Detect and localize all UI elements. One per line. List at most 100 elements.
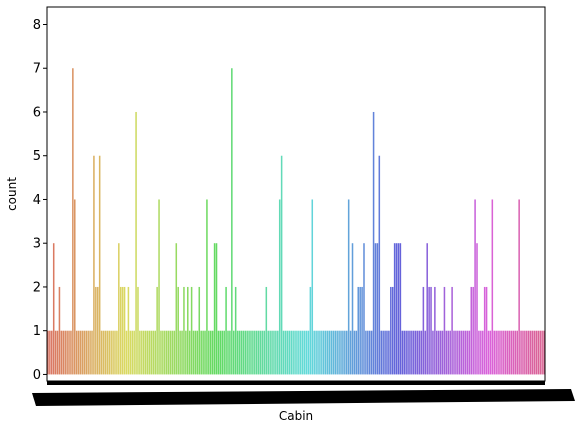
bar — [537, 330, 540, 375]
bar — [508, 330, 511, 375]
bar — [414, 330, 417, 375]
bar — [225, 286, 227, 375]
bar — [83, 330, 86, 375]
bar — [144, 330, 147, 375]
bar — [236, 330, 239, 375]
bar — [311, 199, 314, 375]
bar — [206, 199, 208, 375]
bar — [116, 330, 118, 375]
bar — [246, 330, 248, 375]
bar — [353, 330, 356, 375]
bar — [491, 199, 494, 375]
bar — [259, 330, 262, 375]
bar — [411, 330, 413, 375]
x-tick-labels-band — [32, 389, 575, 406]
bar — [148, 330, 151, 375]
bar — [104, 330, 107, 375]
bar — [160, 330, 162, 375]
bar — [162, 330, 164, 375]
bar — [485, 286, 488, 375]
bar — [338, 330, 340, 375]
bar — [211, 330, 214, 375]
bar — [464, 330, 467, 375]
bar — [457, 330, 459, 375]
bar — [359, 286, 361, 375]
y-tick-label: 3 — [33, 237, 41, 252]
bar — [441, 330, 444, 375]
bar — [290, 330, 292, 375]
bar — [250, 330, 252, 375]
bar — [388, 330, 390, 375]
bar — [361, 286, 363, 375]
bar — [51, 330, 53, 375]
bar — [273, 330, 275, 375]
bar — [439, 330, 442, 375]
bar — [118, 243, 120, 375]
bar — [282, 330, 285, 375]
bar — [74, 199, 76, 375]
bar — [428, 286, 430, 375]
bar — [481, 330, 484, 375]
bar — [391, 286, 394, 375]
bar — [114, 330, 116, 375]
bar — [234, 286, 237, 375]
bar — [478, 330, 480, 375]
bar — [271, 330, 273, 375]
bar — [96, 286, 99, 375]
bar — [342, 330, 344, 375]
bar — [188, 330, 191, 375]
bar — [112, 330, 114, 375]
bar — [229, 330, 231, 375]
bar — [91, 330, 93, 375]
bar — [204, 330, 206, 375]
bar — [424, 330, 427, 375]
bar — [227, 330, 229, 375]
bar — [98, 155, 101, 375]
bar — [232, 330, 235, 375]
bar — [535, 330, 538, 375]
bar — [158, 199, 160, 375]
bar — [468, 330, 471, 375]
bar — [87, 330, 89, 375]
bar — [506, 330, 509, 375]
bar — [305, 330, 308, 375]
bar — [405, 330, 407, 375]
bar — [437, 330, 440, 375]
bar — [64, 330, 66, 375]
bar — [434, 286, 436, 375]
bar — [200, 330, 202, 375]
bar — [483, 286, 486, 375]
bar — [376, 243, 379, 375]
bar — [123, 286, 126, 375]
bar — [137, 286, 139, 375]
bar — [100, 330, 103, 375]
bar — [244, 330, 247, 375]
bar — [324, 330, 327, 375]
x-tick-band — [32, 381, 575, 406]
bar — [309, 286, 312, 375]
bar — [121, 286, 124, 375]
bar — [518, 199, 520, 375]
bar — [106, 330, 109, 375]
bar — [529, 330, 532, 375]
bar — [303, 330, 306, 375]
bar — [504, 330, 507, 375]
bar — [277, 330, 279, 375]
bar — [510, 330, 513, 375]
bar — [196, 330, 199, 375]
y-tick-label: 4 — [33, 193, 41, 208]
bar — [238, 330, 241, 375]
bar — [294, 330, 296, 375]
bar — [177, 286, 179, 375]
bar — [401, 330, 404, 375]
bar — [242, 330, 245, 375]
bar — [187, 286, 189, 375]
bar — [60, 330, 63, 375]
bar — [198, 286, 201, 375]
bar — [462, 330, 465, 375]
bar — [223, 330, 225, 375]
bar — [110, 330, 112, 375]
bar — [445, 330, 448, 375]
bar — [175, 243, 178, 375]
